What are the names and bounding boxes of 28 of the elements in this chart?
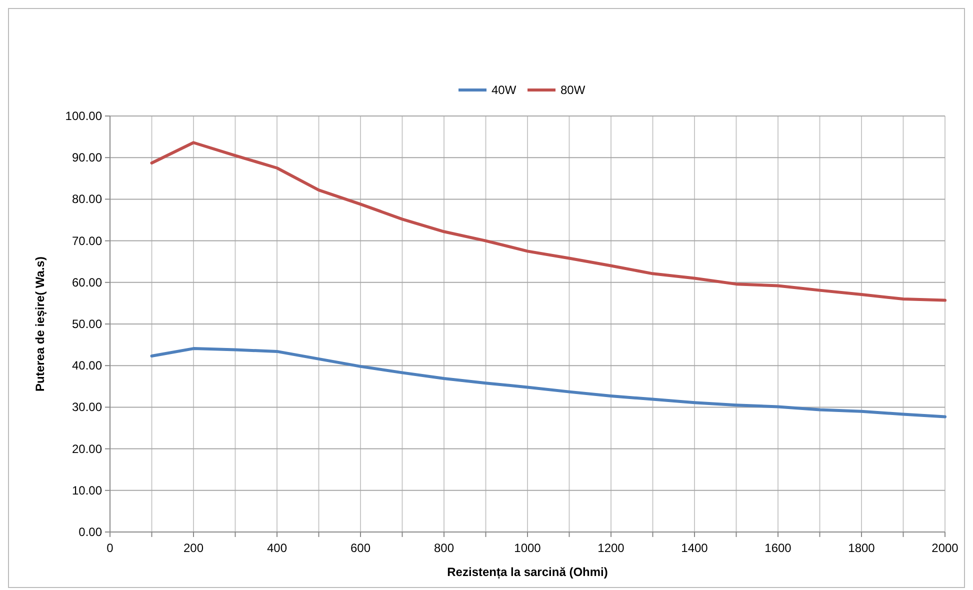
legend-label: 40W — [492, 83, 517, 97]
line-series — [150, 347, 946, 418]
y-tick-label: 0.00 — [78, 525, 102, 539]
y-tick-label: 10.00 — [72, 483, 102, 498]
x-tick-label: 2000 — [932, 541, 959, 555]
y-tick-label: 30.00 — [72, 400, 102, 414]
y-tick-label: 50.00 — [72, 317, 102, 331]
line-series — [150, 141, 946, 302]
x-axis-title: Rezistența la sarcină (Ohmi) — [447, 565, 608, 579]
y-tick-label: 20.00 — [72, 442, 102, 456]
y-axis-title: Puterea de ieșire( Wa.s) — [33, 256, 47, 392]
x-tick-label: 0 — [106, 541, 114, 555]
x-tick-label: 1400 — [681, 541, 708, 555]
x-tick-label: 1000 — [514, 541, 542, 555]
y-tick-label: 90.00 — [72, 150, 102, 165]
y-tick-label: 70.00 — [72, 234, 102, 248]
x-tick-label: 600 — [350, 541, 371, 555]
x-tick-label: 1200 — [598, 541, 625, 555]
y-tick-label: 60.00 — [72, 275, 102, 290]
y-tick-label: 80.00 — [72, 192, 102, 206]
x-tick-label: 1800 — [848, 541, 876, 555]
legend-label: 80W — [560, 83, 586, 97]
x-tick-label: 200 — [183, 541, 204, 555]
x-tick-label: 1600 — [764, 541, 792, 555]
y-tick-label: 100.00 — [65, 109, 102, 123]
x-tick-label: 800 — [434, 541, 454, 555]
y-tick-label: 40.00 — [72, 358, 102, 373]
x-tick-label: 400 — [266, 541, 288, 555]
